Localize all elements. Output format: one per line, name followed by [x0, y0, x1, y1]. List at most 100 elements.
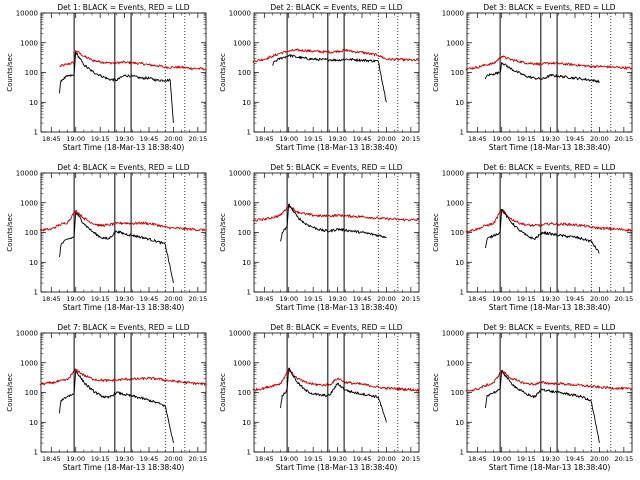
x-axis-label: Start Time (18-Mar-13 18:38:40) [276, 303, 398, 312]
x-tick-label: 19:45 [353, 455, 372, 463]
x-axis-label: Start Time (18-Mar-13 18:38:40) [63, 143, 185, 152]
panel-title: Det 7: BLACK = Events, RED = LLD [57, 323, 189, 332]
y-tick-label: 10000 [16, 170, 38, 178]
x-tick-label: 20:00 [164, 295, 183, 303]
series-events-line [280, 203, 387, 242]
series-events-line [59, 211, 174, 284]
panel-det-6: Det 6: BLACK = Events, RED = LLD 1 10 100 10… [432, 163, 633, 312]
x-tick-label: 19:15 [517, 135, 536, 143]
x-tick-label: 19:30 [328, 455, 347, 463]
x-tick-label: 19:30 [541, 135, 560, 143]
y-tick-label: 10 [242, 259, 251, 267]
y-axis-label: Counts/sec [432, 373, 440, 412]
y-tick-label: 1 [34, 449, 38, 457]
x-tick-label: 19:15 [517, 295, 536, 303]
x-tick-label: 18:45 [255, 135, 274, 143]
x-tick-label: 20:00 [377, 295, 396, 303]
panel-title: Det 3: BLACK = Events, RED = LLD [483, 3, 615, 12]
plot-frame [40, 332, 207, 453]
series-lld-line [465, 369, 633, 392]
x-tick-label: 20:15 [614, 295, 633, 303]
y-tick-label: 1000 [20, 359, 38, 367]
x-tick-label: 19:00 [279, 135, 298, 143]
x-tick-label: 19:30 [328, 295, 347, 303]
y-tick-label: 1 [460, 289, 464, 297]
y-tick-label: 100 [451, 69, 464, 77]
x-tick-label: 18:45 [468, 455, 487, 463]
x-tick-label: 20:15 [401, 455, 420, 463]
x-tick-label: 19:45 [566, 295, 585, 303]
x-tick-label: 19:30 [328, 135, 347, 143]
series-events-line [485, 370, 600, 444]
series-events-line [280, 367, 387, 423]
plot-frame [253, 332, 420, 453]
x-tick-label: 19:15 [91, 135, 110, 143]
y-tick-label: 100 [238, 389, 251, 397]
y-tick-label: 10 [29, 419, 38, 427]
panel-title: Det 1: BLACK = Events, RED = LLD [57, 3, 189, 12]
series-events-line [59, 370, 174, 444]
x-tick-label: 20:15 [188, 295, 207, 303]
x-tick-label: 20:15 [188, 455, 207, 463]
y-tick-label: 1000 [446, 39, 464, 47]
y-tick-label: 10000 [229, 330, 251, 338]
y-tick-label: 1 [247, 289, 251, 297]
panel-det-7: Det 7: BLACK = Events, RED = LLD 1 10 100 10… [6, 323, 207, 472]
x-tick-label: 19:30 [541, 295, 560, 303]
x-tick-label: 20:00 [164, 135, 183, 143]
series-lld-line [39, 368, 207, 386]
y-tick-label: 1000 [233, 199, 251, 207]
panel-det-8: Det 8: BLACK = Events, RED = LLD 1 10 100 10… [219, 323, 420, 472]
x-tick-label: 19:45 [566, 135, 585, 143]
series-events-line [485, 61, 600, 84]
x-tick-label: 19:00 [492, 135, 511, 143]
y-tick-label: 1 [34, 289, 38, 297]
y-axis-label: Counts/sec [432, 53, 440, 92]
x-tick-label: 20:15 [188, 135, 207, 143]
plot-frame [253, 172, 420, 293]
plot-frame [466, 12, 633, 133]
x-tick-label: 18:45 [468, 295, 487, 303]
y-axis-label: Counts/sec [219, 53, 227, 92]
y-axis-label: Counts/sec [432, 213, 440, 252]
x-tick-label: 18:45 [42, 295, 61, 303]
series-lld-line [252, 368, 420, 392]
panel-det-5: Det 5: BLACK = Events, RED = LLD 1 10 100 10… [219, 163, 420, 312]
series-events-line [59, 51, 174, 124]
x-tick-label: 18:45 [255, 455, 274, 463]
plot-frame [466, 332, 633, 453]
y-tick-label: 1 [247, 129, 251, 137]
x-tick-label: 19:45 [140, 455, 159, 463]
x-tick-label: 18:45 [468, 135, 487, 143]
x-tick-label: 19:30 [115, 295, 134, 303]
y-tick-label: 10 [455, 419, 464, 427]
y-tick-label: 100 [238, 229, 251, 237]
x-tick-label: 19:15 [91, 455, 110, 463]
y-tick-label: 10 [242, 99, 251, 107]
y-tick-label: 100 [25, 389, 38, 397]
x-tick-label: 19:45 [353, 135, 372, 143]
series-lld-line [39, 209, 207, 232]
panel-title: Det 5: BLACK = Events, RED = LLD [270, 163, 402, 172]
x-tick-label: 19:15 [304, 135, 323, 143]
y-tick-label: 1000 [20, 39, 38, 47]
y-tick-label: 1 [34, 129, 38, 137]
x-tick-label: 19:00 [492, 295, 511, 303]
y-tick-label: 10000 [16, 10, 38, 18]
x-tick-label: 19:30 [115, 455, 134, 463]
y-axis-label: Counts/sec [219, 213, 227, 252]
x-axis-label: Start Time (18-Mar-13 18:38:40) [489, 303, 611, 312]
x-tick-label: 20:15 [614, 455, 633, 463]
x-tick-label: 19:15 [91, 295, 110, 303]
x-tick-label: 19:45 [566, 455, 585, 463]
y-tick-label: 1 [247, 449, 251, 457]
x-axis-label: Start Time (18-Mar-13 18:38:40) [63, 303, 185, 312]
y-tick-label: 100 [238, 69, 251, 77]
y-tick-label: 10 [455, 99, 464, 107]
y-tick-label: 10000 [442, 330, 464, 338]
y-tick-label: 1 [460, 129, 464, 137]
y-tick-label: 10 [455, 259, 464, 267]
x-tick-label: 18:45 [255, 295, 274, 303]
series-lld-line [465, 208, 633, 233]
x-tick-label: 20:15 [614, 135, 633, 143]
